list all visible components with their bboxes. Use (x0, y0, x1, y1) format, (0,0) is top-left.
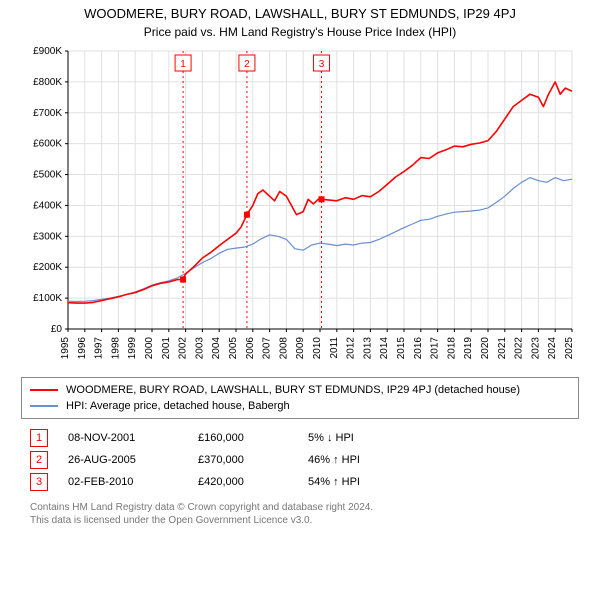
svg-text:2: 2 (244, 59, 250, 70)
svg-text:£800K: £800K (33, 77, 62, 88)
legend-item: WOODMERE, BURY ROAD, LAWSHALL, BURY ST E… (30, 382, 570, 398)
svg-text:£300K: £300K (33, 231, 62, 242)
event-row: 1 08-NOV-2001 £160,000 5% ↓ HPI (30, 427, 570, 449)
footnote-line: This data is licensed under the Open Gov… (30, 514, 570, 527)
svg-text:2014: 2014 (379, 337, 390, 360)
event-marker: 2 (30, 451, 48, 469)
event-marker: 3 (30, 473, 48, 491)
svg-text:£100K: £100K (33, 293, 62, 304)
svg-text:2025: 2025 (564, 337, 575, 360)
svg-text:2002: 2002 (178, 337, 189, 360)
event-price: £420,000 (198, 476, 288, 488)
svg-text:£200K: £200K (33, 262, 62, 273)
svg-text:2005: 2005 (228, 337, 239, 360)
svg-text:2007: 2007 (262, 337, 273, 360)
event-date: 26-AUG-2005 (68, 454, 178, 466)
svg-text:£0: £0 (51, 324, 63, 335)
svg-text:2018: 2018 (446, 337, 457, 360)
event-relative: 46% ↑ HPI (308, 454, 428, 466)
footnote-line: Contains HM Land Registry data © Crown c… (30, 501, 570, 514)
event-relative: 5% ↓ HPI (308, 432, 428, 444)
event-date: 08-NOV-2001 (68, 432, 178, 444)
svg-text:1: 1 (180, 59, 186, 70)
legend-swatch (30, 389, 58, 391)
svg-text:2006: 2006 (245, 337, 256, 360)
line-chart: £0 £100K £200K £300K £400K £500K £600K £700K £80… (20, 41, 580, 371)
event-price: £160,000 (198, 432, 288, 444)
svg-text:2000: 2000 (144, 337, 155, 360)
svg-text:1996: 1996 (77, 337, 88, 360)
event-marker: 1 (30, 429, 48, 447)
svg-text:2004: 2004 (211, 337, 222, 360)
svg-text:2020: 2020 (480, 337, 491, 360)
svg-text:£600K: £600K (33, 139, 62, 150)
legend: WOODMERE, BURY ROAD, LAWSHALL, BURY ST E… (21, 377, 579, 419)
footnote: Contains HM Land Registry data © Crown c… (30, 501, 570, 527)
svg-text:2001: 2001 (161, 337, 172, 360)
svg-text:1998: 1998 (110, 337, 121, 360)
svg-text:3: 3 (319, 59, 325, 70)
svg-text:2003: 2003 (194, 337, 205, 360)
svg-text:2021: 2021 (497, 337, 508, 360)
legend-label: WOODMERE, BURY ROAD, LAWSHALL, BURY ST E… (66, 382, 520, 398)
legend-swatch (30, 405, 58, 407)
chart-container: £0 £100K £200K £300K £400K £500K £600K £700K £80… (20, 41, 580, 371)
svg-text:£500K: £500K (33, 170, 62, 181)
svg-text:2015: 2015 (396, 337, 407, 360)
svg-text:2019: 2019 (463, 337, 474, 360)
svg-text:2011: 2011 (329, 337, 340, 359)
svg-text:£400K: £400K (33, 200, 62, 211)
svg-text:£900K: £900K (33, 46, 62, 57)
svg-text:2013: 2013 (362, 337, 373, 360)
svg-text:2009: 2009 (295, 337, 306, 360)
svg-text:2010: 2010 (312, 337, 323, 360)
svg-text:1997: 1997 (94, 337, 105, 360)
page-title: WOODMERE, BURY ROAD, LAWSHALL, BURY ST E… (0, 0, 600, 21)
event-row: 3 02-FEB-2010 £420,000 54% ↑ HPI (30, 471, 570, 493)
svg-text:2017: 2017 (430, 337, 441, 360)
svg-text:2022: 2022 (514, 337, 525, 360)
event-price: £370,000 (198, 454, 288, 466)
svg-text:2024: 2024 (547, 337, 558, 360)
legend-item: HPI: Average price, detached house, Babe… (30, 398, 570, 414)
svg-text:1995: 1995 (60, 337, 71, 360)
svg-text:2023: 2023 (530, 337, 541, 360)
svg-text:2016: 2016 (413, 337, 424, 360)
svg-text:£700K: £700K (33, 108, 62, 119)
events-table: 1 08-NOV-2001 £160,000 5% ↓ HPI 2 26-AUG-2005… (30, 427, 570, 493)
svg-text:2008: 2008 (278, 337, 289, 360)
event-date: 02-FEB-2010 (68, 476, 178, 488)
event-row: 2 26-AUG-2005 £370,000 46% ↑ HPI (30, 449, 570, 471)
svg-text:1999: 1999 (127, 337, 138, 360)
svg-text:2012: 2012 (346, 337, 357, 360)
event-relative: 54% ↑ HPI (308, 476, 428, 488)
page-subtitle: Price paid vs. HM Land Registry's House … (0, 21, 600, 41)
legend-label: HPI: Average price, detached house, Babe… (66, 398, 290, 414)
